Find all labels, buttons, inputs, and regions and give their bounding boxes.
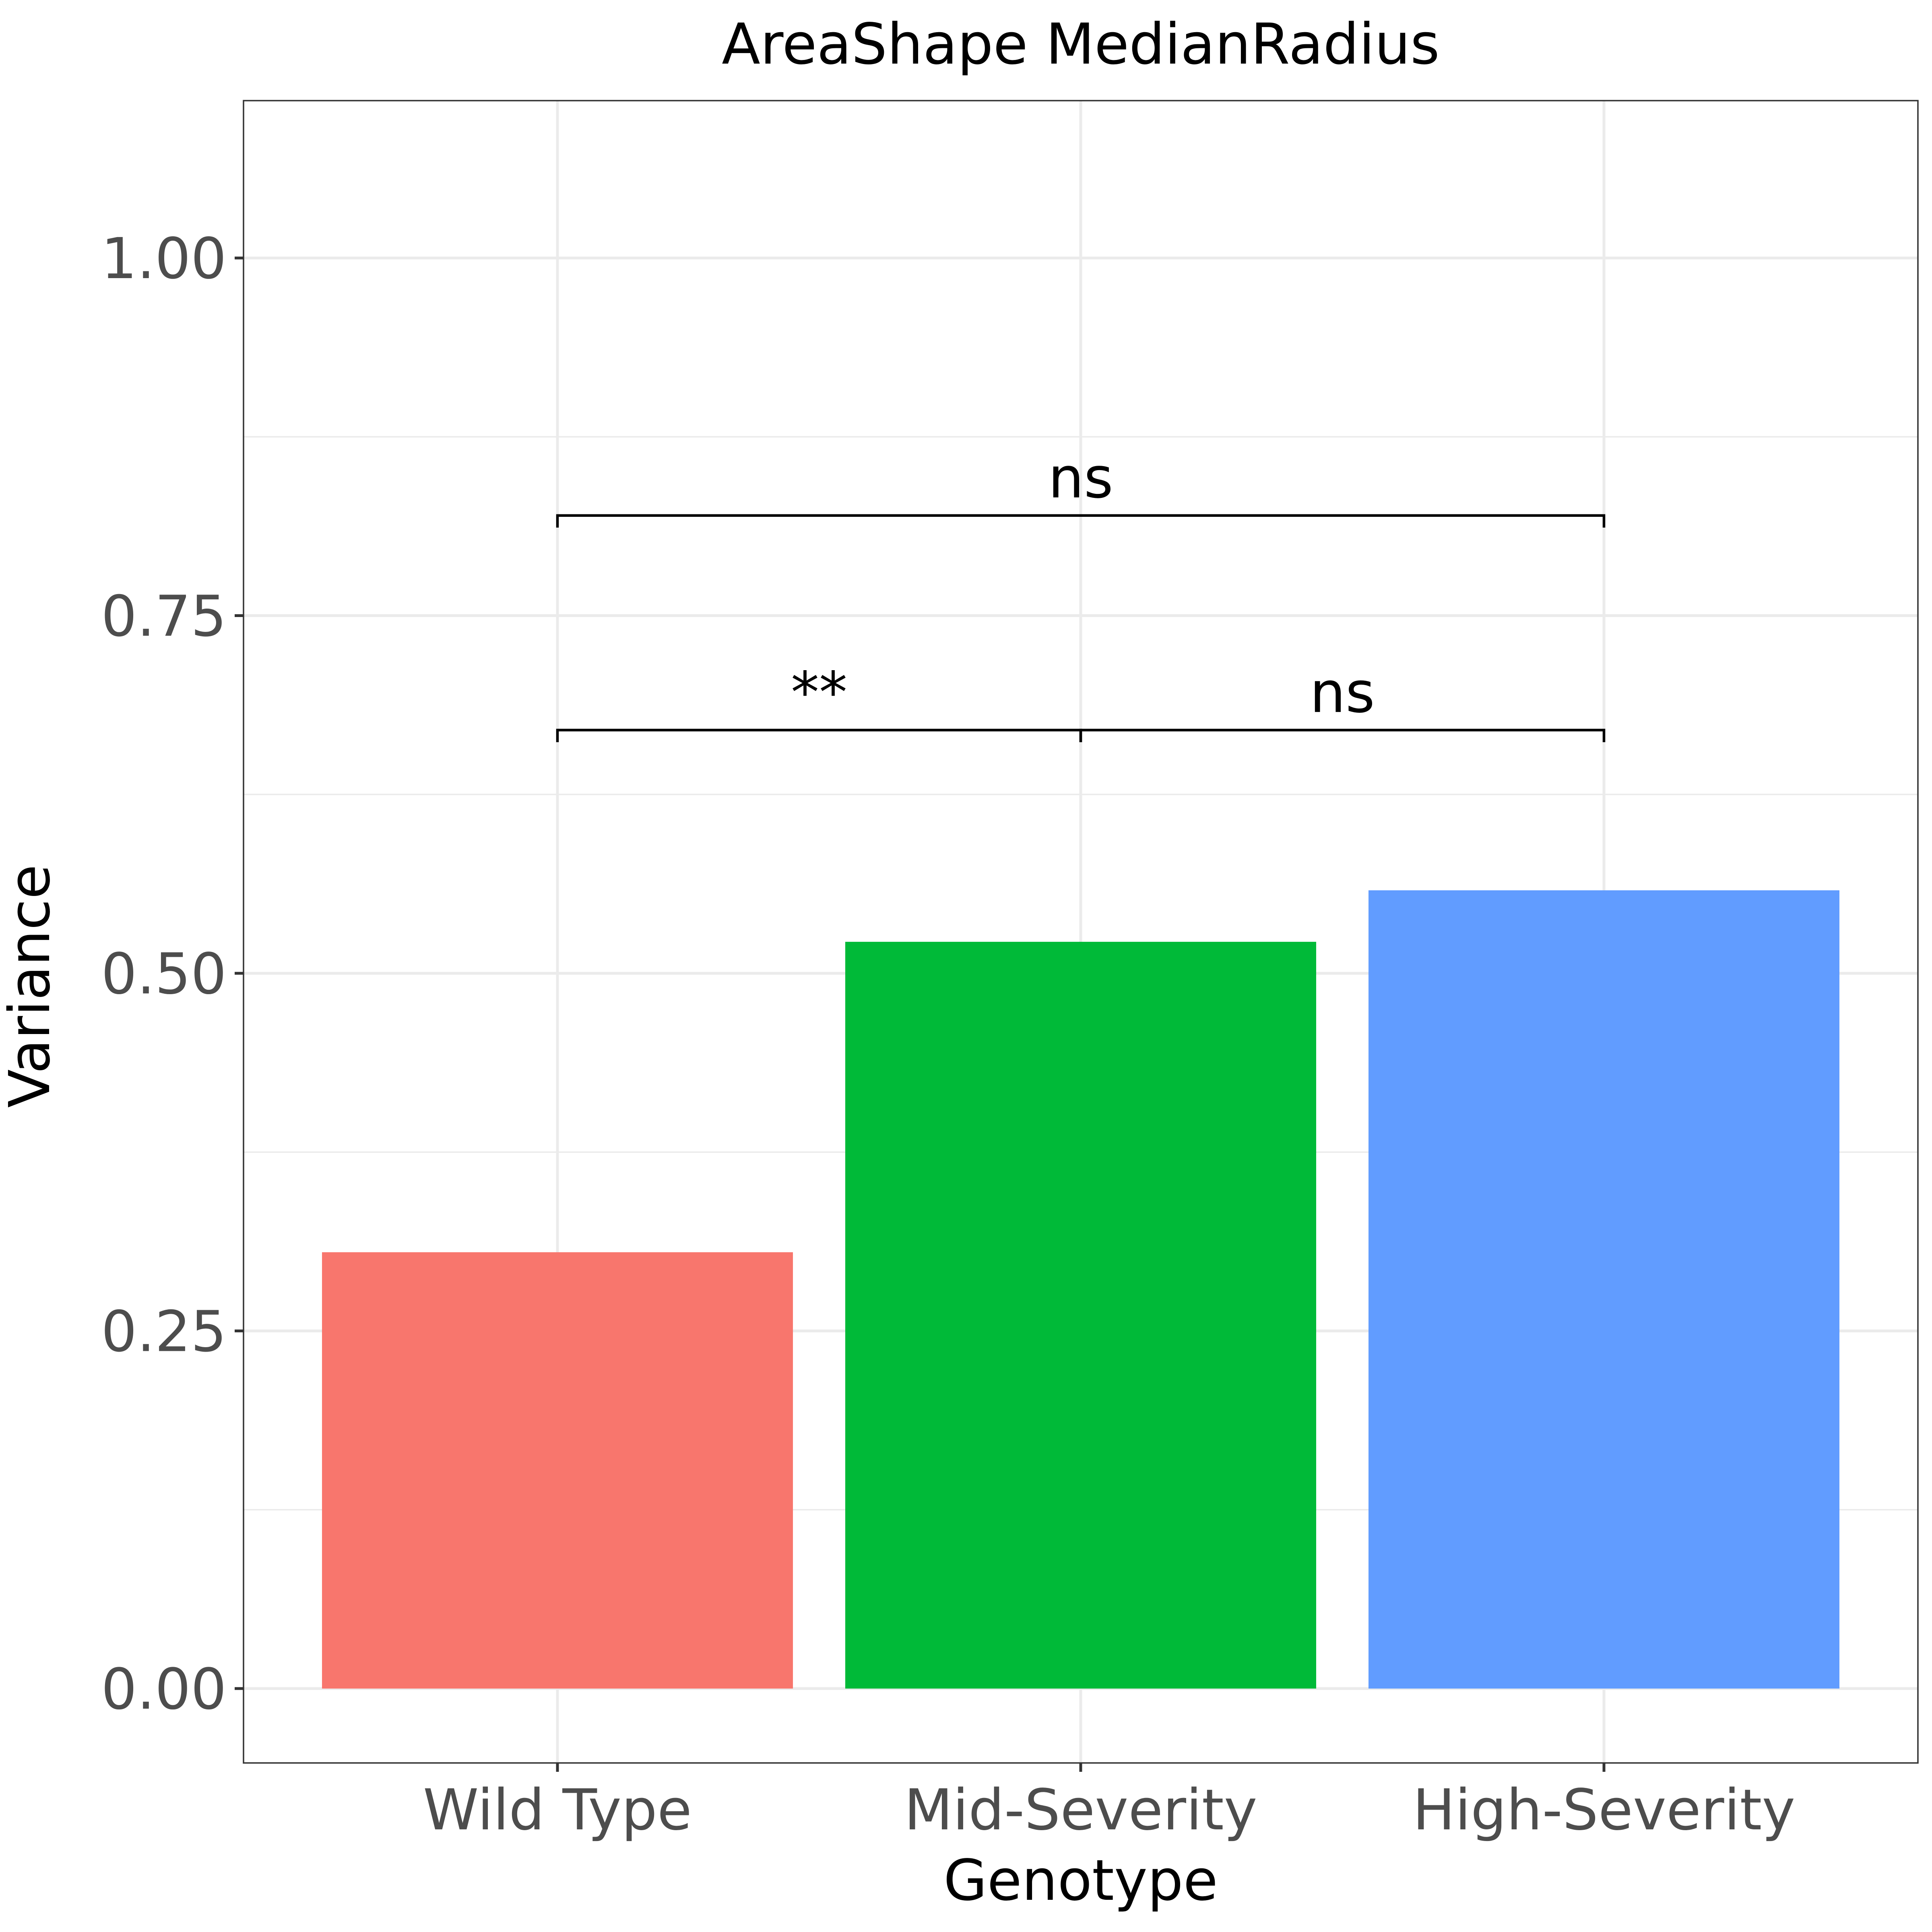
bar-mid-severity	[845, 941, 1316, 1689]
significance-brackets: ** ns ns	[556, 446, 1606, 742]
chart-title: AreaShape MedianRadius	[722, 12, 1440, 77]
y-tick-label: 1.00	[101, 226, 227, 292]
y-tick-label: 0.25	[101, 1299, 227, 1365]
bars	[322, 890, 1839, 1689]
y-tick-label: 0.00	[101, 1657, 227, 1722]
significance-label: ns	[1048, 446, 1113, 511]
y-tick-label: 0.50	[101, 941, 227, 1007]
y-axis: 0.00 0.25 0.50 0.75 1.00	[101, 226, 244, 1722]
x-tick-label: Wild Type	[423, 1777, 692, 1843]
significance-bracket	[556, 514, 1606, 528]
significance-bracket	[1079, 729, 1606, 742]
x-tick-label: Mid-Severity	[904, 1777, 1257, 1843]
significance-label: **	[791, 660, 847, 726]
y-axis-title: Variance	[0, 865, 63, 1108]
x-axis-title: Genotype	[943, 1848, 1218, 1913]
bar-wild-type	[322, 1252, 793, 1689]
x-tick-label: High-Severity	[1413, 1777, 1795, 1843]
x-axis: Wild Type Mid-Severity High-Severity	[423, 1763, 1795, 1843]
significance-label: ns	[1310, 660, 1375, 726]
bar-high-severity	[1368, 890, 1839, 1689]
y-tick-label: 0.75	[101, 584, 227, 650]
